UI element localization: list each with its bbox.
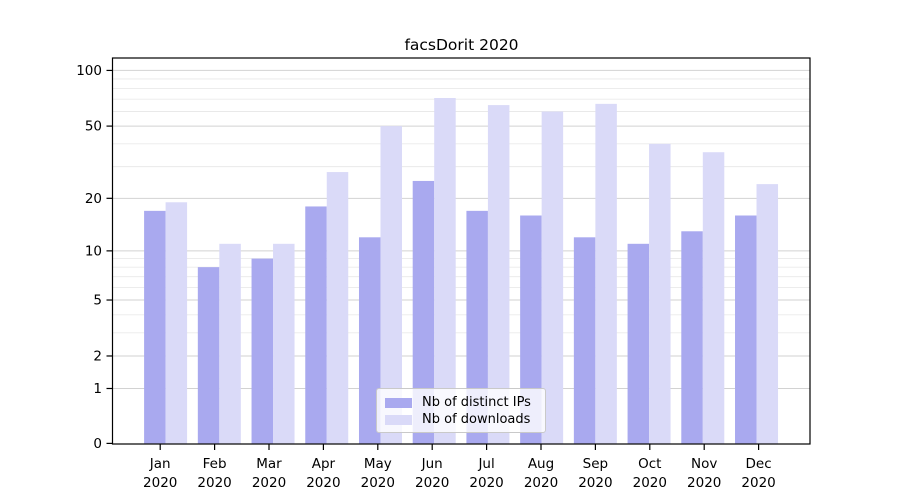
x-label-year-Jul: 2020 bbox=[469, 475, 503, 491]
legend-label-downloads: Nb of downloads bbox=[422, 412, 531, 427]
x-label-year-Nov: 2020 bbox=[687, 475, 721, 491]
bar-downloads-Jul bbox=[487, 105, 510, 444]
bar-distinct-ips-Dec bbox=[735, 215, 757, 444]
bar-distinct-ips-Jan bbox=[144, 210, 166, 444]
y-tick-label-2: 2 bbox=[93, 348, 102, 364]
y-tick-label-1: 1 bbox=[93, 381, 102, 397]
bar-downloads-Aug bbox=[541, 111, 564, 444]
x-label-month-Mar: Mar bbox=[256, 456, 282, 472]
x-label-month-Feb: Feb bbox=[203, 456, 227, 472]
y-tick-label-10: 10 bbox=[85, 243, 102, 259]
bar-distinct-ips-Aug bbox=[520, 215, 542, 444]
x-label-year-Jun: 2020 bbox=[415, 475, 449, 491]
y-tick-label-20: 20 bbox=[85, 191, 102, 207]
chart-title: facsDorit 2020 bbox=[404, 36, 519, 54]
bar-distinct-ips-Jun bbox=[412, 180, 435, 444]
legend-label-distinct-ips: Nb of distinct IPs bbox=[422, 395, 531, 410]
x-label-year-Dec: 2020 bbox=[741, 475, 775, 491]
bar-downloads-Mar bbox=[273, 243, 295, 444]
bar-downloads-Oct bbox=[649, 143, 671, 444]
x-label-year-Feb: 2020 bbox=[197, 475, 231, 491]
x-label-month-Jul: Jul bbox=[477, 456, 494, 472]
bar-distinct-ips-Sep bbox=[573, 237, 596, 444]
bar-downloads-Feb bbox=[219, 243, 241, 444]
x-label-year-Jan: 2020 bbox=[143, 475, 177, 491]
bar-distinct-ips-Oct bbox=[627, 243, 650, 444]
x-label-month-Sep: Sep bbox=[583, 456, 608, 472]
legend-swatch-distinct-ips bbox=[385, 397, 412, 408]
x-label-month-Aug: Aug bbox=[528, 456, 554, 472]
bar-downloads-Jun bbox=[434, 98, 456, 444]
y-tick-label-0: 0 bbox=[93, 436, 102, 452]
x-label-month-Dec: Dec bbox=[746, 456, 772, 472]
legend-entry-downloads: Nb of downloads bbox=[385, 411, 537, 428]
bar-downloads-Dec bbox=[756, 184, 779, 444]
x-label-month-Jan: Jan bbox=[149, 456, 171, 472]
bar-distinct-ips-Feb bbox=[197, 267, 220, 444]
x-label-month-Jun: Jun bbox=[421, 456, 443, 472]
x-label-year-Oct: 2020 bbox=[633, 475, 667, 491]
x-label-year-Sep: 2020 bbox=[578, 475, 612, 491]
bar-distinct-ips-Nov bbox=[681, 231, 703, 444]
bar-distinct-ips-Mar bbox=[251, 258, 274, 444]
x-label-year-Apr: 2020 bbox=[306, 475, 340, 491]
bar-downloads-Sep bbox=[595, 103, 617, 444]
bar-downloads-Apr bbox=[326, 172, 349, 444]
y-tick-label-100: 100 bbox=[76, 63, 102, 79]
legend-entry-distinct-ips: Nb of distinct IPs bbox=[385, 394, 537, 411]
bar-downloads-May bbox=[380, 126, 402, 444]
bar-downloads-Jan bbox=[165, 202, 188, 444]
y-tick-label-5: 5 bbox=[93, 293, 102, 309]
bar-downloads-Nov bbox=[702, 152, 725, 444]
x-label-year-Aug: 2020 bbox=[524, 475, 558, 491]
x-label-year-May: 2020 bbox=[361, 475, 395, 491]
legend-swatch-downloads bbox=[385, 414, 412, 425]
bar-distinct-ips-May bbox=[358, 237, 381, 444]
x-label-month-Nov: Nov bbox=[691, 456, 717, 472]
legend: Nb of distinct IPs Nb of downloads bbox=[376, 388, 546, 433]
bar-distinct-ips-Apr bbox=[305, 206, 327, 444]
y-tick-label-50: 50 bbox=[85, 119, 102, 135]
x-label-year-Mar: 2020 bbox=[252, 475, 286, 491]
x-label-month-May: May bbox=[364, 456, 392, 472]
x-label-month-Oct: Oct bbox=[638, 456, 661, 472]
bar-distinct-ips-Jul bbox=[466, 210, 488, 444]
x-label-month-Apr: Apr bbox=[312, 456, 336, 472]
